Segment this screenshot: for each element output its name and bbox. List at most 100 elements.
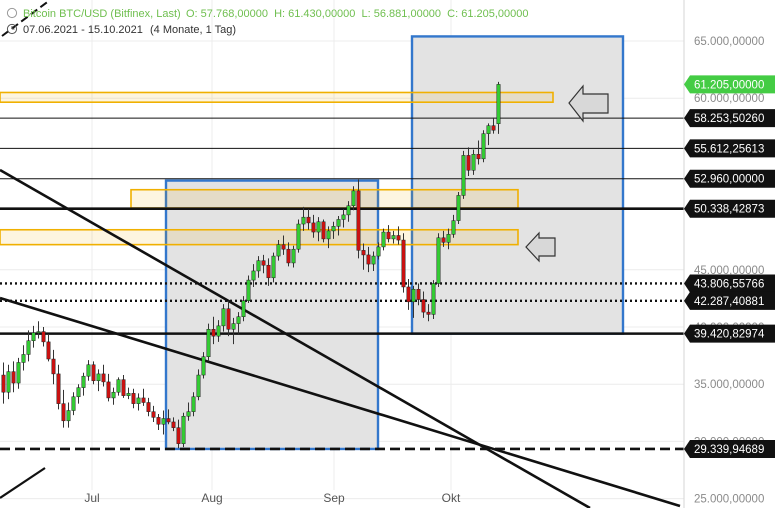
candle-down	[51, 349, 56, 385]
y-tick-label: 60.000,00000	[694, 93, 764, 105]
candle-body	[486, 125, 491, 134]
candle-down	[261, 254, 266, 274]
candle-down	[131, 388, 136, 409]
candle-down	[226, 300, 231, 337]
candle-body	[121, 379, 126, 396]
candle-up	[446, 228, 451, 250]
candle-body	[21, 354, 26, 363]
candle-body	[251, 270, 256, 281]
price-tag: 55.612,25613	[684, 139, 775, 158]
candle-up	[181, 412, 186, 448]
price-tag: 29.339,94689	[684, 439, 775, 458]
candle-body	[241, 300, 246, 317]
price-tag: 42.287,40881	[684, 291, 775, 310]
price-tag-label: 42.287,40881	[694, 296, 764, 308]
candle-down	[41, 327, 46, 347]
price-tag: 52.960,00000	[684, 169, 775, 188]
price-tag-shape	[684, 291, 775, 310]
candle-up	[96, 369, 101, 392]
candle-down	[286, 242, 291, 267]
candle-body	[446, 234, 451, 243]
price-tag-label: 29.339,94689	[694, 444, 764, 456]
candle-body	[146, 402, 151, 412]
x-tick-label: Sep	[323, 491, 345, 505]
candle-up	[371, 251, 376, 271]
candle-body	[166, 418, 171, 423]
candle-body	[106, 381, 111, 399]
candle-body	[401, 239, 406, 288]
candle-up	[301, 206, 306, 231]
candle-body	[156, 417, 161, 425]
candle-up	[411, 285, 416, 318]
candle-down	[176, 419, 181, 449]
candle-body	[301, 216, 306, 225]
candle-up	[136, 393, 141, 411]
trendline-down-shallow	[0, 296, 681, 508]
candle-up	[186, 402, 191, 421]
candle-body	[136, 397, 141, 404]
candle-body	[321, 221, 326, 240]
candle-body	[236, 316, 241, 324]
candle-body	[101, 373, 106, 383]
candle-body	[491, 125, 496, 131]
candle-body	[361, 250, 366, 256]
candle-down	[441, 230, 446, 247]
candle-body	[196, 374, 201, 398]
candle-up	[116, 377, 121, 396]
candle-body	[466, 155, 471, 171]
price-tag-shape	[684, 324, 775, 343]
candles	[1, 81, 501, 449]
candle-up	[481, 130, 486, 163]
price-tag-label: 61.205,00000	[694, 79, 764, 91]
candle-body	[36, 331, 41, 333]
candle-body	[336, 219, 341, 227]
candle-body	[46, 341, 51, 360]
candle-body	[231, 323, 236, 330]
candle-body	[286, 248, 291, 264]
candle-up	[71, 392, 76, 416]
price-tag: 43.806,55766	[684, 274, 775, 293]
candle-body	[191, 396, 196, 412]
candle-down	[56, 364, 61, 410]
price-tag-shape	[684, 274, 775, 293]
candle-up	[76, 384, 81, 404]
annotation-arrows	[525, 84, 609, 263]
candle-body	[281, 244, 286, 250]
candle-up	[111, 387, 116, 405]
candle-down	[106, 373, 111, 402]
price-tag-shape	[684, 109, 775, 128]
candle-body	[61, 403, 66, 422]
candle-body	[56, 373, 61, 404]
candle-up	[291, 245, 296, 268]
candle-body	[256, 260, 261, 272]
candle-up	[86, 360, 91, 381]
candle-body	[471, 154, 476, 171]
candle-down	[11, 361, 16, 393]
candle-body	[481, 133, 486, 160]
candle-body	[186, 411, 191, 417]
consolidation-box	[164, 179, 380, 451]
candle-down	[366, 246, 371, 273]
candle-body	[116, 379, 121, 393]
candle-body	[66, 410, 71, 422]
candle-up	[246, 275, 251, 303]
candle-body	[41, 331, 46, 343]
y-tick-label: 35.000,00000	[694, 379, 764, 391]
candle-up	[336, 216, 341, 236]
candle-body	[436, 237, 441, 284]
candle-body	[216, 325, 221, 337]
candle-body	[71, 396, 76, 411]
price-tag-label: 58.253,50260	[694, 113, 764, 125]
candle-body	[376, 246, 381, 257]
candle-up	[221, 304, 226, 332]
candle-up	[241, 296, 246, 322]
range-note: (4 Monate, 1 Tag)	[150, 24, 236, 36]
price-tag-label: 43.806,55766	[694, 278, 764, 290]
candle-down	[396, 226, 401, 245]
candle-up	[451, 214, 456, 238]
candle-body	[476, 154, 481, 160]
candle-body	[441, 237, 446, 243]
candle-up	[66, 402, 71, 428]
candle-up	[346, 201, 351, 222]
price-tags: 61.205,00000 58.253,50260 55.612,25613 52.9…	[684, 75, 775, 458]
